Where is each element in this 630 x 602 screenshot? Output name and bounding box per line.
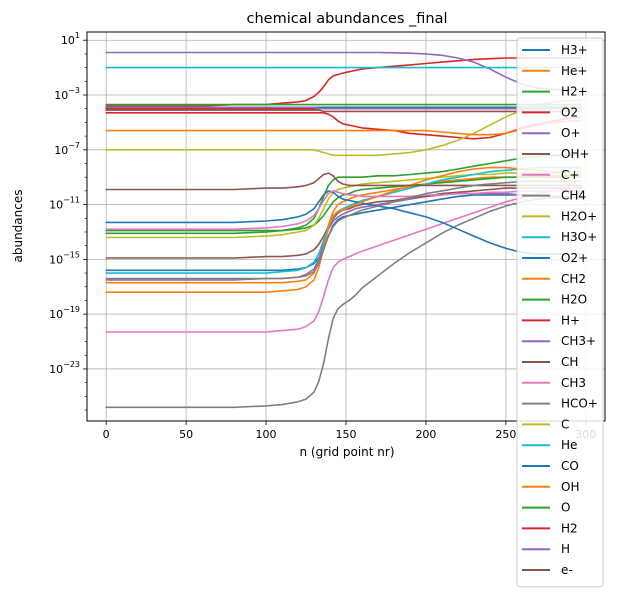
x-tick-label: 50	[179, 428, 193, 441]
y-tick-label: 10−19	[49, 305, 80, 321]
legend-label: C	[561, 417, 569, 431]
legend-label: C+	[561, 168, 579, 182]
legend-label: CH4	[561, 189, 586, 203]
legend-label: CH	[561, 355, 578, 369]
legend-label: O2+	[561, 251, 588, 265]
tick-layer: 05010015020025030010−2310−1910−1510−1110…	[49, 31, 596, 441]
legend-label: H3O+	[561, 230, 597, 244]
legend-label: CH2	[561, 272, 586, 286]
legend: H3+He+H2+O2O+OH+C+CH4H2O+H3O+O2+CH2H2OH+…	[516, 37, 604, 588]
series-line-CH2	[105, 166, 582, 294]
legend-label: CO	[561, 459, 579, 473]
series-line-OH+	[105, 187, 582, 259]
series-line-CH3+	[105, 51, 582, 91]
legend-label: CH3+	[561, 334, 596, 348]
legend-label: HCO+	[561, 397, 598, 411]
x-tick-label: 200	[415, 428, 436, 441]
y-axis-label: abundances	[11, 190, 25, 263]
series-line-H2O	[105, 154, 582, 235]
x-tick-label: 100	[256, 428, 277, 441]
y-tick-label: 10−23	[49, 360, 80, 376]
series-line-e-	[105, 109, 582, 113]
legend-label: He	[561, 438, 577, 452]
series-line-H3O+	[105, 166, 582, 274]
legend-label: H	[561, 542, 570, 556]
series-line-H+	[105, 112, 582, 140]
legend-label: e-	[561, 563, 573, 577]
series-line-H2O+	[105, 172, 582, 239]
legend-label: H2O	[561, 293, 587, 307]
y-tick-label: 10−7	[54, 141, 80, 157]
series-line-H	[105, 106, 582, 110]
series-line-H2+	[105, 175, 582, 232]
series-line-HCO+	[105, 180, 582, 281]
series-line-OH	[105, 120, 582, 136]
legend-label: O+	[561, 126, 581, 140]
legend-label: H+	[561, 313, 580, 327]
legend-label: OH+	[561, 147, 590, 161]
y-tick-label: 101	[61, 31, 80, 47]
series-layer	[105, 51, 582, 409]
legend-label: H2+	[561, 85, 588, 99]
legend-label: H2	[561, 521, 578, 535]
legend-label: H2O+	[561, 209, 597, 223]
x-tick-label: 0	[103, 428, 110, 441]
legend-label: CH3	[561, 376, 586, 390]
legend-label: He+	[561, 64, 587, 78]
series-line-CH3	[105, 190, 582, 230]
series-line-CH4	[105, 196, 582, 409]
legend-label: O	[561, 501, 570, 515]
y-tick-label: 10−15	[49, 250, 80, 266]
series-line-C+	[105, 186, 582, 333]
x-tick-label: 150	[336, 428, 357, 441]
series-line-CH	[105, 172, 582, 191]
series-line-O2+	[105, 190, 582, 255]
series-line-O+	[105, 192, 582, 280]
y-tick-label: 10−3	[54, 86, 80, 102]
series-line-O2	[105, 57, 582, 107]
series-line-C	[105, 99, 582, 157]
legend-box	[516, 37, 604, 588]
legend-label: H3+	[561, 43, 588, 57]
x-tick-label: 250	[495, 428, 516, 441]
y-tick-label: 10−11	[49, 196, 80, 212]
legend-label: OH	[561, 480, 579, 494]
chart-title: chemical abundances _final	[246, 11, 447, 27]
legend-label: O2	[561, 105, 578, 119]
x-axis-label: n (grid point nr)	[299, 445, 394, 459]
